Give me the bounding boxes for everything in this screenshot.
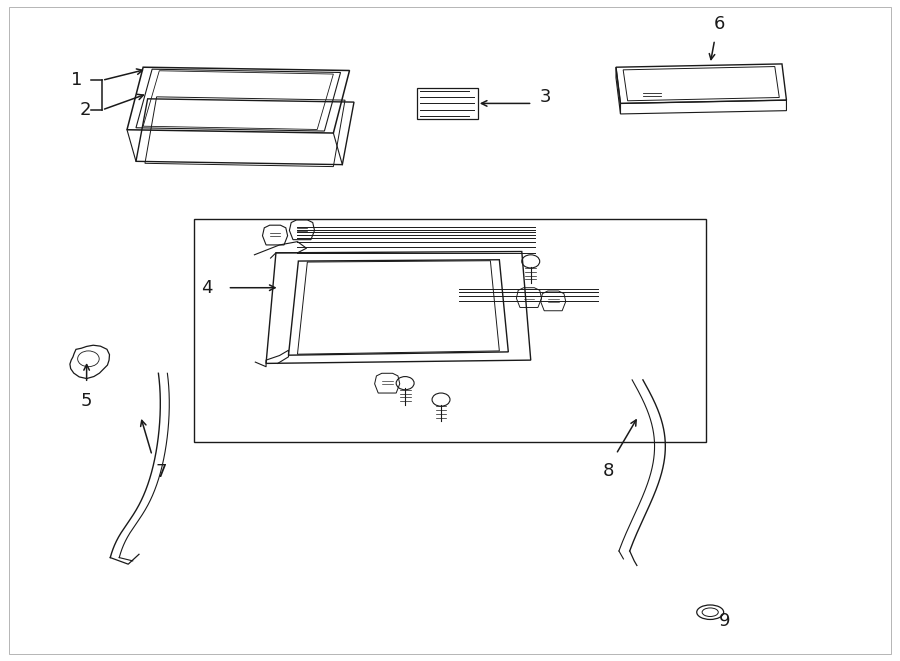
Text: 8: 8 bbox=[603, 462, 615, 480]
Text: 3: 3 bbox=[540, 88, 551, 106]
Text: 4: 4 bbox=[201, 279, 212, 297]
Text: 6: 6 bbox=[714, 15, 724, 33]
Text: 9: 9 bbox=[719, 613, 731, 631]
Bar bbox=[194, 219, 706, 442]
Text: 7: 7 bbox=[156, 463, 167, 481]
Text: 1: 1 bbox=[71, 71, 82, 89]
Text: 5: 5 bbox=[81, 392, 93, 410]
Text: 2: 2 bbox=[79, 101, 91, 119]
